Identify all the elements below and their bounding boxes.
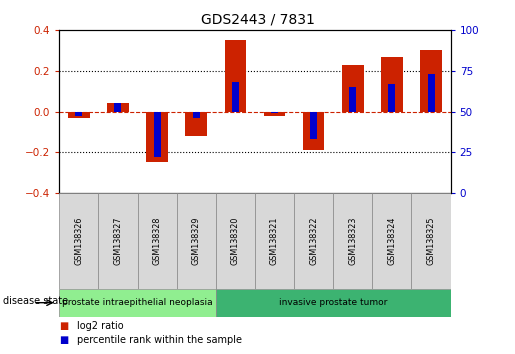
Text: prostate intraepithelial neoplasia: prostate intraepithelial neoplasia — [62, 298, 213, 307]
Bar — [271, 112, 278, 113]
Text: GSM138322: GSM138322 — [309, 216, 318, 265]
Bar — [177, 193, 216, 289]
Bar — [294, 193, 333, 289]
Bar — [68, 112, 90, 118]
Text: GSM138320: GSM138320 — [231, 217, 240, 265]
Text: ■: ■ — [59, 335, 68, 345]
Bar — [59, 289, 216, 317]
Bar — [388, 84, 396, 112]
Text: GSM138329: GSM138329 — [192, 216, 201, 265]
Text: GSM138325: GSM138325 — [426, 216, 436, 265]
Text: GSM138328: GSM138328 — [152, 217, 162, 265]
Bar — [264, 112, 285, 115]
Bar — [107, 103, 129, 112]
Bar — [427, 74, 435, 112]
Text: log2 ratio: log2 ratio — [77, 321, 124, 331]
Bar — [75, 112, 82, 116]
Bar — [342, 65, 364, 112]
Bar — [114, 103, 122, 112]
Bar — [310, 112, 317, 139]
Bar — [59, 193, 98, 289]
Bar — [232, 82, 239, 112]
Text: ■: ■ — [59, 321, 68, 331]
Text: invasive prostate tumor: invasive prostate tumor — [279, 298, 387, 307]
Text: GSM138326: GSM138326 — [74, 217, 83, 265]
Bar — [381, 57, 403, 112]
Text: GDS2443 / 7831: GDS2443 / 7831 — [200, 12, 315, 27]
Bar — [225, 40, 246, 112]
Bar — [303, 112, 324, 150]
Text: GSM138324: GSM138324 — [387, 217, 397, 265]
Bar — [216, 289, 451, 317]
Bar — [185, 112, 207, 136]
Bar — [98, 193, 138, 289]
Text: disease state: disease state — [3, 296, 67, 306]
Text: percentile rank within the sample: percentile rank within the sample — [77, 335, 242, 345]
Text: GSM138327: GSM138327 — [113, 216, 123, 265]
Bar — [193, 112, 200, 118]
Text: GSM138321: GSM138321 — [270, 217, 279, 265]
Bar — [216, 193, 255, 289]
Bar — [333, 193, 372, 289]
Bar — [153, 112, 161, 157]
Bar — [372, 193, 411, 289]
Bar — [411, 193, 451, 289]
Bar — [349, 87, 356, 112]
Bar — [255, 193, 294, 289]
Text: GSM138323: GSM138323 — [348, 217, 357, 265]
Bar — [420, 50, 442, 112]
Bar — [146, 112, 168, 162]
Bar — [138, 193, 177, 289]
